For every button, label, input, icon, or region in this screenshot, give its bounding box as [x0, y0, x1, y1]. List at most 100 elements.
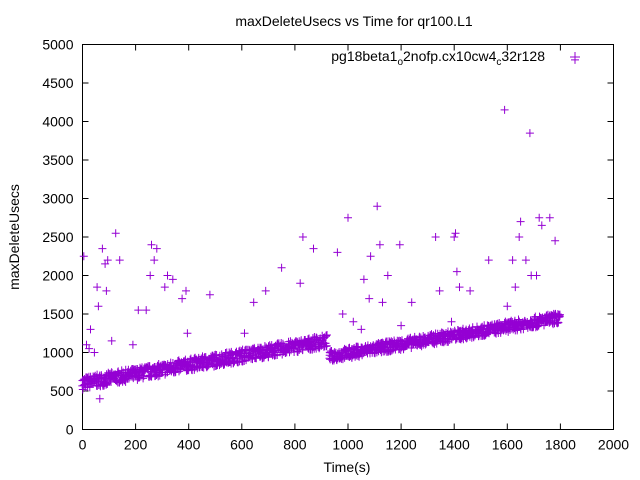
y-tick-label: 0 — [66, 422, 74, 438]
x-tick-label: 1600 — [492, 437, 523, 453]
x-tick-label: 800 — [283, 437, 307, 453]
data-points — [78, 55, 579, 403]
data-point — [359, 275, 368, 284]
data-point — [128, 340, 137, 349]
y-axis-label: maxDeleteUsecs — [6, 184, 22, 290]
data-point — [521, 256, 530, 265]
data-point — [519, 325, 528, 334]
data-point — [323, 331, 331, 339]
data-point — [511, 283, 520, 292]
data-point — [205, 290, 214, 299]
data-point — [107, 336, 116, 345]
data-point — [378, 298, 387, 307]
data-point — [234, 358, 243, 367]
data-point — [407, 298, 416, 307]
data-point — [545, 213, 554, 222]
data-point — [516, 217, 525, 226]
data-point — [249, 298, 258, 307]
chart-title: maxDeleteUsecs vs Time for qr100.L1 — [235, 13, 473, 29]
data-point — [555, 312, 564, 321]
data-point — [466, 286, 475, 295]
x-axis-label: Time(s) — [324, 459, 371, 475]
data-point — [95, 394, 104, 403]
data-point — [163, 271, 172, 280]
data-point — [93, 283, 102, 292]
data-point — [264, 352, 273, 361]
data-point — [160, 283, 169, 292]
data-point — [455, 283, 464, 292]
x-tick-label: 1400 — [439, 437, 470, 453]
data-point — [447, 317, 456, 326]
data-point — [431, 233, 440, 241]
data-point — [94, 302, 103, 311]
legend-label: pg18beta1o2nofp.cx10cw4c32r128 — [331, 48, 545, 68]
x-tick-label: 400 — [177, 437, 201, 453]
data-point — [183, 329, 192, 338]
data-point — [515, 233, 524, 241]
data-point — [178, 294, 187, 303]
y-tick-label: 1000 — [42, 345, 73, 361]
y-tick-label: 500 — [50, 383, 74, 399]
x-tick-label: 1800 — [545, 437, 576, 453]
data-point — [298, 346, 307, 355]
data-point — [452, 267, 461, 276]
data-point — [333, 248, 342, 257]
x-tick-label: 1000 — [332, 437, 363, 453]
data-point — [182, 366, 191, 375]
data-point — [154, 372, 163, 381]
data-point — [309, 244, 318, 253]
data-point — [537, 221, 546, 230]
data-point — [366, 252, 375, 261]
data-point — [86, 325, 95, 334]
data-point — [240, 329, 249, 338]
data-point — [549, 320, 558, 329]
data-point — [111, 229, 120, 238]
data-point — [338, 310, 347, 318]
data-point — [322, 332, 330, 341]
x-tick-label: 0 — [79, 437, 87, 453]
y-tick-label: 3500 — [42, 152, 73, 168]
data-point — [79, 252, 88, 261]
y-tick-label: 3000 — [42, 191, 73, 207]
x-tick-label: 1200 — [386, 437, 417, 453]
data-point — [147, 240, 156, 249]
y-tick-label: 2000 — [42, 268, 73, 284]
legend: pg18beta1o2nofp.cx10cw4c32r128 — [331, 48, 580, 68]
y-tick-label: 2500 — [42, 229, 73, 245]
data-point — [451, 229, 460, 238]
data-point — [435, 286, 444, 295]
data-point — [103, 256, 112, 265]
data-point — [365, 294, 374, 303]
data-point — [293, 347, 302, 356]
data-point — [298, 233, 307, 241]
data-point — [395, 240, 404, 249]
data-point — [508, 256, 517, 265]
data-point — [90, 348, 99, 357]
y-axis: 0 500 1000 1500 2000 2500 3000 3500 4000 4500 5000 — [42, 37, 614, 438]
data-point — [500, 105, 509, 114]
data-point — [102, 286, 111, 295]
data-point — [152, 244, 161, 253]
y-tick-label: 5000 — [42, 37, 73, 53]
data-point — [484, 256, 493, 265]
data-point — [535, 213, 544, 222]
data-point — [551, 236, 560, 245]
data-point — [281, 348, 290, 357]
data-point — [182, 286, 190, 295]
data-point — [306, 341, 315, 349]
data-point — [322, 342, 331, 351]
data-point — [150, 256, 159, 265]
x-tick-label: 200 — [124, 437, 148, 453]
data-point — [115, 256, 124, 265]
y-tick-label: 4500 — [42, 75, 73, 91]
data-point — [373, 202, 382, 211]
data-point — [85, 344, 94, 353]
data-point — [240, 357, 249, 365]
data-point — [146, 271, 155, 280]
data-point — [261, 286, 270, 295]
x-tick-label: 600 — [230, 437, 254, 453]
data-point — [200, 354, 209, 362]
data-point — [375, 240, 384, 249]
data-point — [397, 321, 406, 330]
